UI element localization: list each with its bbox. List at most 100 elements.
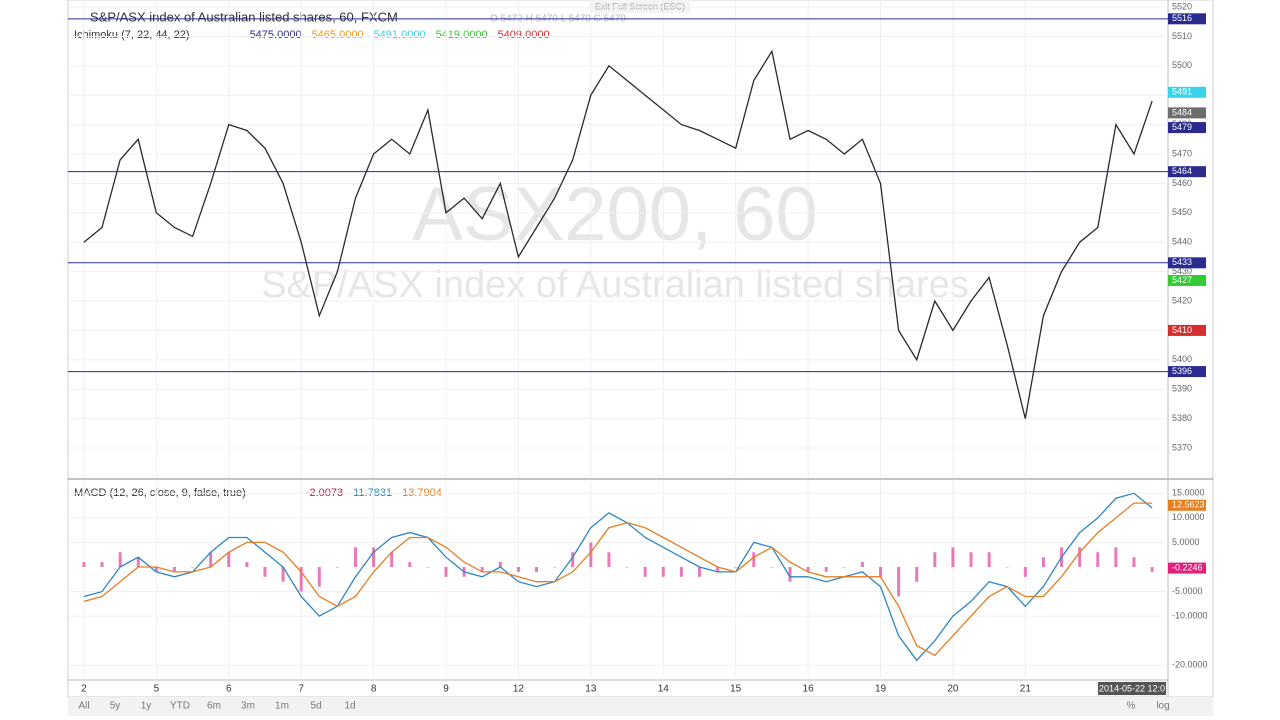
countdown: 27:32	[1168, 102, 1189, 111]
histogram-bar	[136, 557, 140, 567]
histogram-bar	[1096, 552, 1100, 567]
histogram-bar	[444, 566, 448, 577]
price-badge	[1168, 122, 1206, 134]
ichimoku-value: 5409.0000	[498, 29, 550, 41]
range-button[interactable]: 1y	[141, 701, 152, 712]
price-badge-text: 5396	[1172, 366, 1192, 376]
histogram-bar	[824, 566, 828, 572]
histogram-bar	[842, 566, 846, 568]
price-badge-text: 5464	[1172, 166, 1192, 176]
bottom-toolbar	[68, 697, 1213, 716]
price-badge-text: -0.2246	[1172, 562, 1203, 572]
y-tick-label: -5.0000	[1172, 586, 1203, 596]
y-tick-label: 5450	[1172, 207, 1192, 217]
time-badge-text: 2014-05-22 12:0	[1099, 683, 1165, 693]
x-tick-label: 7	[298, 684, 304, 695]
histogram-bar	[1150, 566, 1154, 572]
price-badge-text: 5479	[1172, 122, 1192, 132]
watermark-description: S&P/ASX index of Australian listed share…	[261, 264, 969, 306]
x-tick-label: 6	[226, 684, 232, 695]
toolbar-toggle[interactable]: log	[1156, 701, 1169, 712]
ichimoku-value: 5475.0000	[250, 29, 302, 41]
histogram-bar	[643, 566, 647, 577]
time-badge	[1098, 682, 1166, 695]
x-tick-label: 19	[875, 684, 887, 695]
price-badge-text: 5491	[1172, 87, 1192, 97]
y-tick-label: 5500	[1172, 60, 1192, 70]
price-badge	[1168, 86, 1206, 98]
y-tick-label: -10.0000	[1172, 610, 1208, 620]
price-badge	[1168, 274, 1206, 286]
x-tick-label: 5	[154, 684, 160, 695]
histogram-bar	[245, 562, 249, 567]
price-badge-text: 5433	[1172, 257, 1192, 267]
range-button[interactable]: 5y	[110, 701, 121, 712]
symbol-title: S&P/ASX index of Australian listed share…	[90, 9, 398, 24]
histogram-bar	[897, 566, 901, 597]
x-tick-label: 21	[1020, 684, 1032, 695]
histogram-bar	[498, 562, 502, 567]
exit-fullscreen-text[interactable]: Exit Full Screen (ESC)	[595, 1, 685, 11]
histogram-bar	[752, 552, 756, 567]
x-tick-label: 15	[730, 684, 742, 695]
histogram-bar	[951, 547, 955, 567]
y-tick-label: -20.0000	[1172, 660, 1208, 670]
histogram-bar	[1005, 566, 1009, 568]
ichimoku-value: 5419.0000	[436, 29, 488, 41]
range-button[interactable]: 1d	[344, 701, 355, 712]
histogram-bar	[408, 562, 412, 567]
histogram-bar	[697, 566, 701, 577]
toolbar-toggle[interactable]: %	[1127, 701, 1136, 712]
y-tick-label: 15.0000	[1172, 488, 1205, 498]
price-badge	[1168, 107, 1206, 119]
price-badge	[1168, 366, 1206, 378]
y-tick-label: 5390	[1172, 384, 1192, 394]
histogram-bar	[154, 566, 158, 572]
exit-fullscreen-button[interactable]	[590, 0, 690, 13]
histogram-bar	[426, 566, 430, 568]
range-button[interactable]: YTD	[170, 701, 190, 712]
histogram-bar	[82, 562, 86, 567]
price-badge	[1168, 257, 1206, 269]
histogram-bar	[390, 552, 394, 567]
histogram-bar	[1078, 547, 1082, 567]
x-tick-label: 9	[443, 684, 449, 695]
price-badge-text: 12.5623	[1172, 500, 1205, 510]
histogram-bar	[209, 552, 213, 567]
histogram-bar	[987, 552, 991, 567]
histogram-bar	[770, 566, 774, 568]
histogram-bar	[535, 566, 539, 572]
histogram-bar	[625, 566, 629, 568]
histogram-bar	[118, 552, 122, 567]
range-button[interactable]: 6m	[207, 701, 221, 712]
x-tick-label: 12	[513, 684, 525, 695]
range-button[interactable]: 1m	[275, 701, 289, 712]
series-line	[83, 502, 1153, 657]
range-button[interactable]: All	[78, 701, 89, 712]
chart-frame	[67, 0, 1214, 698]
range-button[interactable]: 5d	[310, 701, 321, 712]
y-tick-label: 5.0000	[1172, 537, 1200, 547]
histogram-bar	[299, 566, 303, 592]
y-tick-label: 5380	[1172, 413, 1192, 423]
histogram-bar	[589, 542, 593, 567]
histogram-bar	[661, 566, 665, 577]
histogram-bar	[100, 562, 104, 567]
price-badge	[1168, 499, 1206, 511]
histogram-bar	[607, 552, 611, 567]
y-tick-label: 5370	[1172, 442, 1192, 452]
histogram-bar	[915, 566, 919, 582]
price-badge-text: 5516	[1172, 13, 1192, 23]
histogram-bar	[879, 566, 883, 577]
price-badge	[1168, 166, 1206, 178]
histogram-bar	[281, 566, 285, 582]
x-tick-label: 13	[585, 684, 597, 695]
histogram-bar	[317, 566, 321, 587]
y-tick-label: 5430	[1172, 266, 1192, 276]
histogram-bar	[1041, 557, 1045, 567]
range-button[interactable]: 3m	[241, 701, 255, 712]
y-tick-label: 5510	[1172, 31, 1192, 41]
histogram-bar	[734, 566, 738, 568]
histogram-bar	[1132, 557, 1136, 567]
y-tick-label: 10.0000	[1172, 512, 1205, 522]
